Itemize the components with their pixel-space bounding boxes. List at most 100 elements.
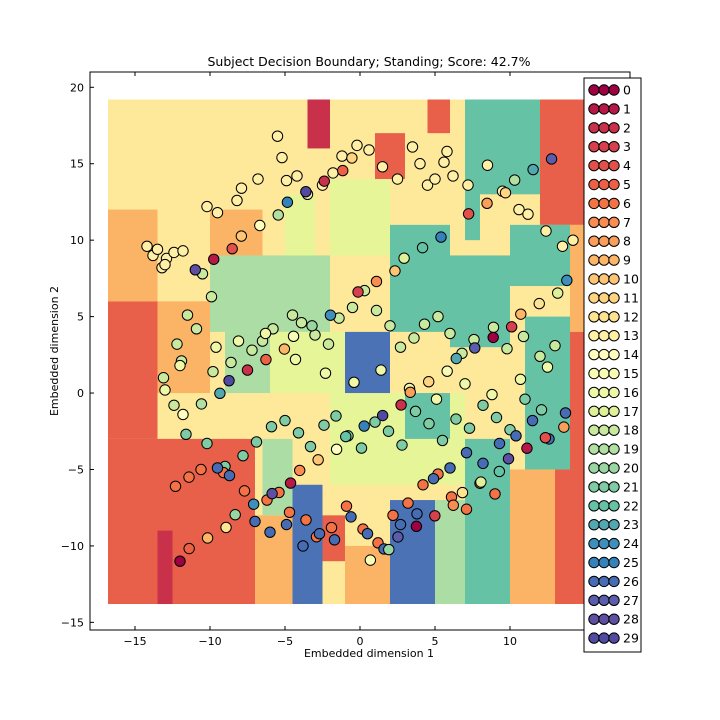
legend-marker [608,556,620,569]
legend-marker [608,84,620,96]
data-point [157,372,170,384]
data-point [235,230,248,242]
region-25 [510,224,570,287]
data-point [463,422,476,434]
data-point [459,378,471,390]
legend-marker [608,613,620,625]
legend-entry: 12 [588,309,639,324]
data-point [389,265,401,277]
legend-marker [588,84,600,96]
legend-entry: 19 [588,442,639,457]
data-point [421,179,434,191]
region-1 [108,438,255,605]
legend-label: 4 [623,158,631,173]
data-point [499,187,512,199]
data-point [260,353,272,366]
legend-marker [588,122,600,134]
data-point [201,437,213,450]
legend-label: 15 [623,366,639,381]
data-point [533,297,545,310]
legend-marker [598,443,610,455]
y-tick-label: 5 [77,311,84,324]
legend-marker [598,386,610,399]
data-point [363,144,375,156]
data-point [416,241,429,254]
legend-label: 5 [623,177,631,192]
data-point [447,499,459,511]
legend-marker [598,216,610,229]
legend-marker [588,405,600,417]
data-point [418,318,431,330]
legend-entry: 29 [588,631,639,646]
legend-entry: 15 [588,366,639,381]
data-point [300,514,312,526]
data-point [306,320,318,332]
legend-marker [588,500,600,512]
x-axis-label: Embedded dimension 1 [304,647,434,660]
legend-entry: 24 [588,536,639,551]
region-34 [405,393,450,439]
data-point [327,167,339,179]
data-point [226,243,238,255]
legend-entry: 22 [588,498,639,513]
data-point [183,471,195,483]
data-point [477,399,489,411]
legend-label: 20 [623,461,639,476]
legend-marker [588,254,600,266]
data-point [295,317,308,329]
legend-marker [608,197,620,210]
data-point [223,469,236,482]
data-point [493,437,506,450]
legend-marker [608,367,620,380]
chart-title: Subject Decision Boundary; Standing; Sco… [207,54,530,69]
legend-marker [598,613,610,625]
data-point [460,446,473,459]
data-point [481,159,494,171]
data-point [249,515,261,528]
data-point [195,398,208,410]
legend-marker [588,235,600,247]
legend-marker [598,632,610,644]
legend-marker [588,462,600,474]
legend-marker [608,159,620,172]
legend-entry: 16 [588,385,639,400]
data-point [387,509,399,522]
data-point [214,387,226,400]
data-point [189,264,202,276]
legend-marker [608,632,620,644]
data-point [475,476,487,488]
legend-marker [598,519,610,531]
data-point [430,393,443,405]
legend-entry: 26 [588,574,639,589]
data-points [141,130,579,567]
data-point [225,356,237,369]
data-point [549,339,561,352]
legend-label: 24 [623,536,639,551]
x-tick-label: 10 [503,635,517,648]
data-point [300,186,312,198]
legend-marker [598,575,610,588]
data-point [435,231,447,243]
data-point [340,500,353,512]
legend-entry: 28 [588,612,639,627]
region-36 [157,530,173,605]
data-point [383,543,395,556]
data-point [376,409,389,422]
x-tick-label: 0 [357,635,364,648]
data-point [487,331,499,344]
data-point [318,419,330,431]
legend-entry: 3 [588,139,631,154]
data-point [489,488,501,500]
legend-marker [608,424,620,436]
data-point [220,521,232,534]
legend-label: 10 [623,272,639,287]
data-point [540,225,552,237]
x-axis-ticks: −15 −10 −5 0 5 10 [123,72,517,648]
legend-marker [598,348,610,361]
legend-marker [598,330,610,342]
data-point [183,542,195,555]
region-30 [510,469,555,605]
data-point [264,526,276,538]
data-point [541,361,554,373]
